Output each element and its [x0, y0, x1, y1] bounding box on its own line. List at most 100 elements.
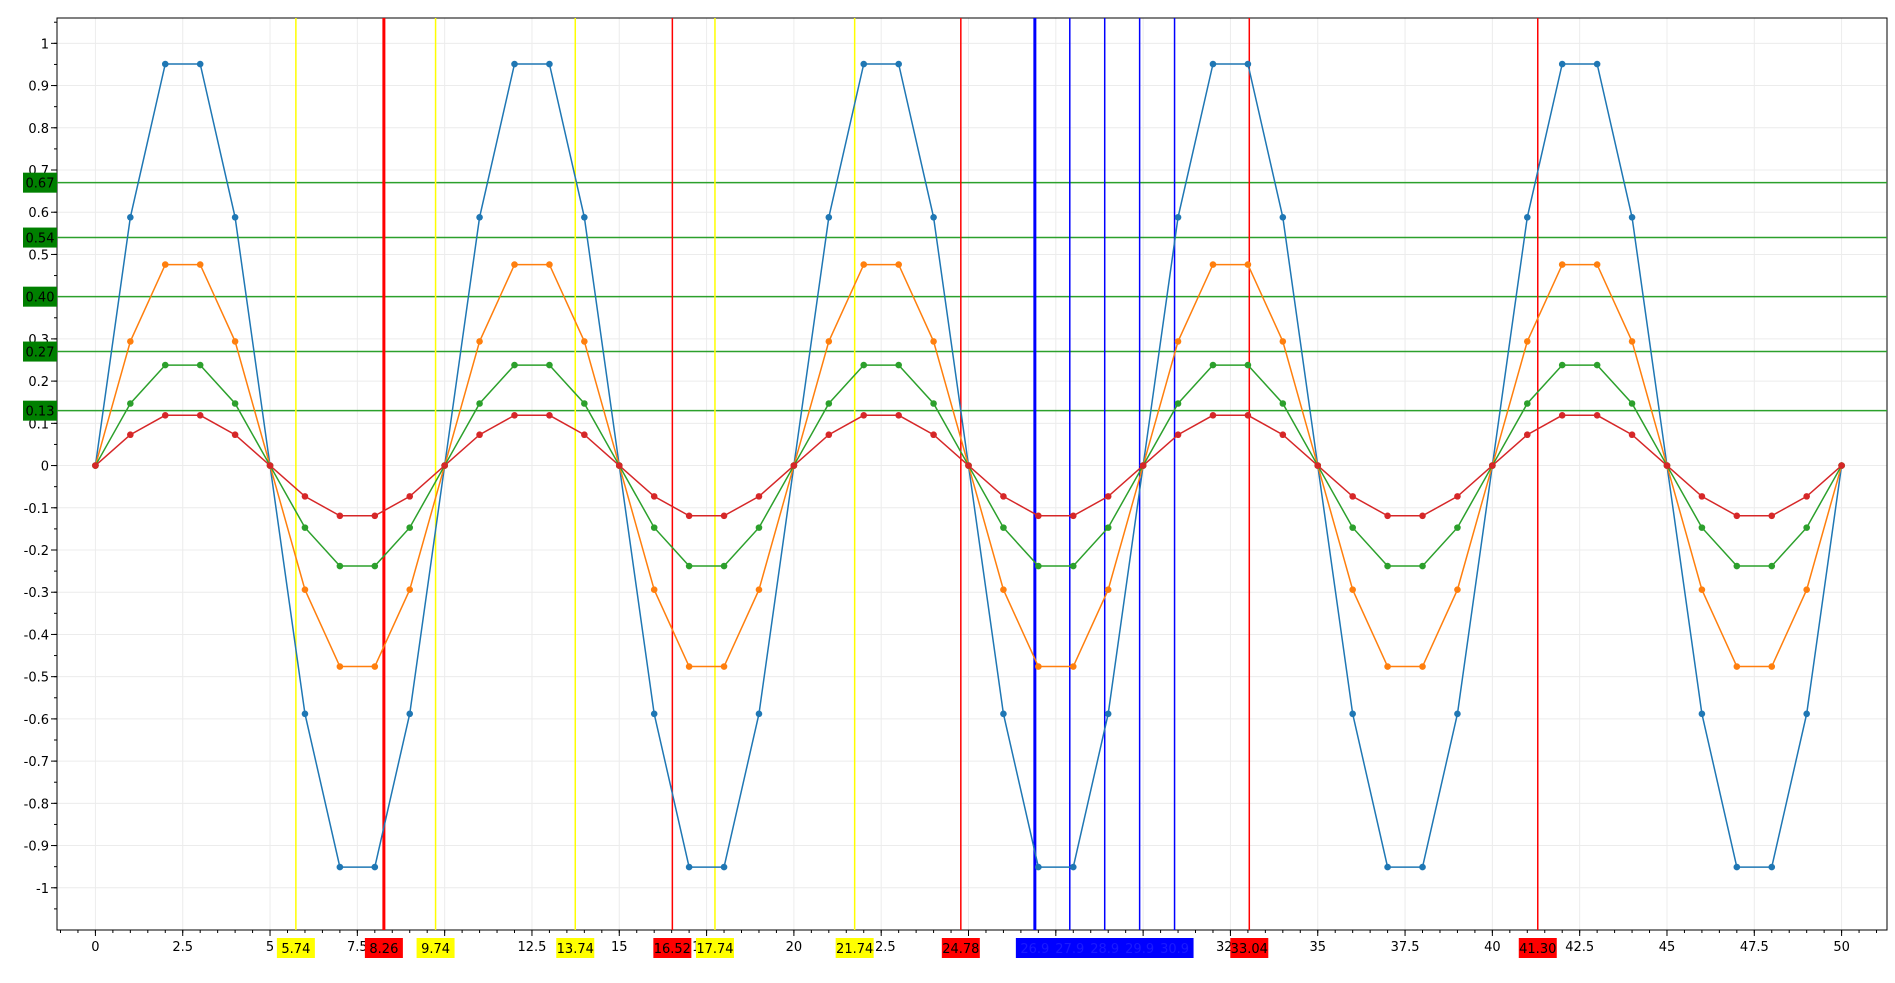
data-point[interactable] [1768, 863, 1776, 871]
data-point[interactable] [1349, 524, 1356, 531]
data-point[interactable] [161, 361, 169, 369]
data-point[interactable] [127, 213, 134, 221]
data-point[interactable] [1698, 524, 1706, 531]
data-point[interactable] [231, 338, 239, 345]
data-point[interactable] [127, 431, 134, 439]
data-point[interactable] [581, 400, 588, 407]
data-point[interactable] [511, 261, 518, 268]
data-point[interactable] [1768, 512, 1776, 520]
data-point[interactable] [1244, 261, 1252, 268]
data-point[interactable] [1035, 863, 1042, 871]
data-point[interactable] [1244, 412, 1252, 419]
data-point[interactable] [1384, 863, 1391, 871]
data-point[interactable] [1593, 60, 1601, 68]
data-point[interactable] [860, 60, 868, 68]
data-point[interactable] [825, 431, 833, 439]
data-point[interactable] [546, 361, 553, 369]
data-point[interactable] [161, 60, 169, 68]
data-point[interactable] [895, 60, 902, 68]
data-point[interactable] [1419, 562, 1426, 570]
data-point[interactable] [1244, 60, 1252, 68]
data-point[interactable] [1768, 562, 1776, 570]
data-point[interactable] [546, 261, 553, 268]
data-point[interactable] [1419, 863, 1426, 871]
data-point[interactable] [1000, 586, 1007, 593]
data-point[interactable] [1558, 261, 1566, 268]
data-point[interactable] [1454, 493, 1461, 500]
data-point[interactable] [720, 512, 728, 520]
data-point[interactable] [371, 863, 379, 871]
data-point[interactable] [476, 431, 483, 439]
data-point[interactable] [1000, 710, 1007, 718]
data-point[interactable] [581, 213, 588, 221]
data-point[interactable] [1628, 213, 1636, 221]
data-point[interactable] [1174, 213, 1182, 221]
data-point[interactable] [1454, 710, 1461, 718]
data-point[interactable] [1698, 493, 1706, 500]
data-point[interactable] [301, 710, 309, 718]
data-point[interactable] [1139, 462, 1147, 469]
data-point[interactable] [406, 493, 414, 500]
data-point[interactable] [1384, 562, 1391, 570]
data-point[interactable] [336, 512, 344, 520]
data-point[interactable] [1000, 524, 1007, 531]
data-point[interactable] [476, 400, 483, 407]
data-point[interactable] [1838, 462, 1845, 469]
data-point[interactable] [1279, 338, 1287, 345]
data-point[interactable] [1628, 338, 1636, 345]
data-point[interactable] [336, 863, 344, 871]
data-point[interactable] [685, 562, 693, 570]
data-point[interactable] [685, 512, 693, 520]
data-point[interactable] [895, 361, 902, 369]
data-point[interactable] [1768, 663, 1776, 670]
data-point[interactable] [685, 663, 693, 670]
data-point[interactable] [127, 338, 134, 345]
data-point[interactable] [1803, 710, 1810, 718]
data-point[interactable] [860, 412, 868, 419]
data-point[interactable] [1803, 524, 1810, 531]
data-point[interactable] [1384, 512, 1391, 520]
data-point[interactable] [755, 524, 763, 531]
data-point[interactable] [266, 462, 274, 469]
data-point[interactable] [755, 586, 763, 593]
data-point[interactable] [1174, 431, 1182, 439]
data-point[interactable] [1803, 493, 1810, 500]
data-point[interactable] [685, 863, 693, 871]
data-point[interactable] [1279, 431, 1287, 439]
data-point[interactable] [720, 863, 728, 871]
data-point[interactable] [965, 462, 972, 469]
data-point[interactable] [720, 562, 728, 570]
data-point[interactable] [720, 663, 728, 670]
data-point[interactable] [1558, 361, 1566, 369]
data-point[interactable] [895, 261, 902, 268]
data-point[interactable] [1349, 586, 1356, 593]
data-point[interactable] [441, 462, 448, 469]
data-point[interactable] [1174, 400, 1182, 407]
data-point[interactable] [860, 261, 868, 268]
data-point[interactable] [161, 261, 169, 268]
data-point[interactable] [755, 710, 763, 718]
data-point[interactable] [196, 60, 204, 68]
data-point[interactable] [371, 562, 379, 570]
data-point[interactable] [1209, 412, 1217, 419]
data-point[interactable] [1558, 412, 1566, 419]
data-point[interactable] [1104, 524, 1112, 531]
data-point[interactable] [1279, 213, 1287, 221]
data-point[interactable] [196, 261, 204, 268]
data-point[interactable] [196, 412, 204, 419]
data-point[interactable] [1698, 586, 1706, 593]
data-point[interactable] [1104, 493, 1112, 500]
data-point[interactable] [301, 493, 309, 500]
data-point[interactable] [825, 338, 833, 345]
data-point[interactable] [1069, 512, 1077, 520]
data-point[interactable] [650, 493, 658, 500]
data-point[interactable] [1733, 863, 1741, 871]
data-point[interactable] [231, 213, 239, 221]
data-point[interactable] [301, 586, 309, 593]
data-point[interactable] [930, 400, 937, 407]
data-point[interactable] [336, 663, 344, 670]
data-point[interactable] [196, 361, 204, 369]
data-point[interactable] [371, 512, 379, 520]
data-point[interactable] [1628, 431, 1636, 439]
